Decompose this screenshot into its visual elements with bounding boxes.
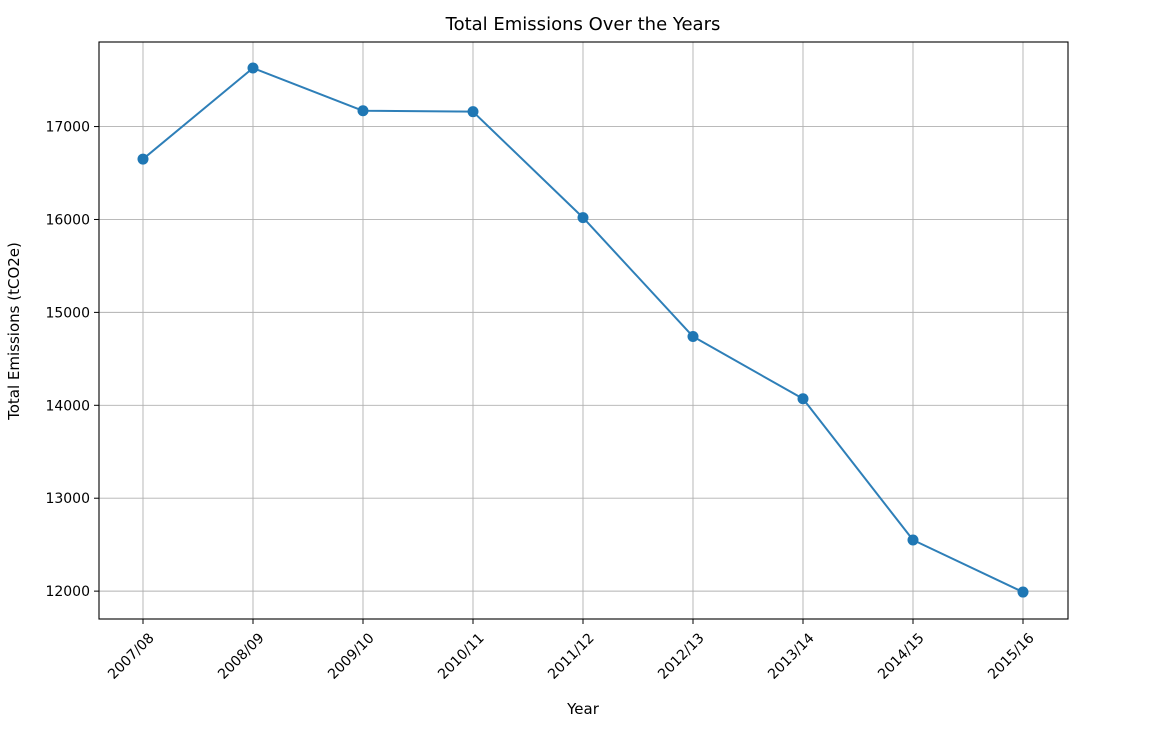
y-tick-label: 12000: [45, 584, 90, 600]
data-point: [467, 106, 479, 118]
x-axis-label: Year: [566, 700, 600, 718]
data-point: [247, 62, 259, 74]
y-tick-label: 17000: [45, 120, 90, 136]
series-layer: [137, 62, 1029, 598]
chart-title: Total Emissions Over the Years: [445, 14, 721, 35]
y-tick-label: 14000: [45, 398, 90, 414]
data-point: [137, 153, 149, 165]
data-point: [797, 393, 809, 405]
data-point: [687, 331, 699, 343]
data-point: [357, 105, 369, 117]
data-point: [577, 212, 589, 224]
data-point: [907, 534, 919, 546]
y-tick-label: 13000: [45, 491, 90, 507]
y-axis-label: Total Emissions (tCO2e): [5, 242, 23, 421]
y-axis: 12000 13000 14000 15000 16000 17000: [45, 120, 99, 600]
y-tick-label: 15000: [45, 305, 90, 321]
y-tick-label: 16000: [45, 212, 90, 228]
data-point: [1017, 586, 1029, 598]
